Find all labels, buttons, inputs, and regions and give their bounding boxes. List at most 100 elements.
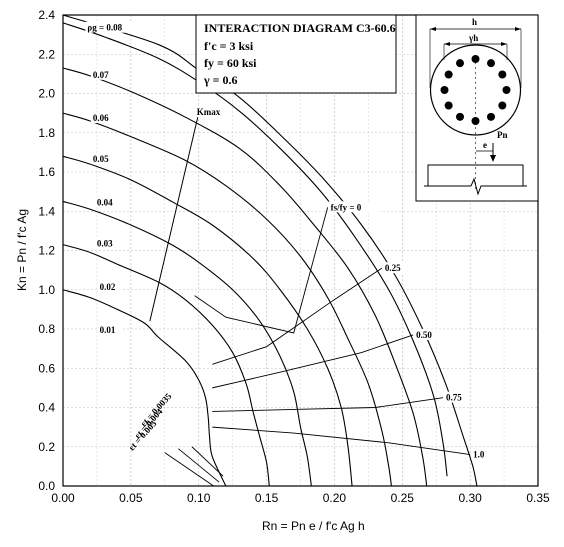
h-label: h — [472, 17, 477, 27]
param-gamma: γ = 0.6 — [203, 73, 237, 87]
rho-curve-label: 0.03 — [97, 239, 113, 249]
rho-curve-label-bg — [90, 111, 117, 123]
y-tick-label: 0.2 — [38, 440, 55, 454]
y-tick-label: 0.4 — [38, 401, 55, 415]
rho-curve-label: 0.07 — [93, 70, 109, 80]
fs-fy-label: 0.50 — [416, 330, 432, 340]
fs-fy-line — [212, 397, 444, 412]
rebar-dot — [487, 112, 495, 121]
tick-labels: 0.00 0.05 0.10 0.15 0.20 0.25 0.30 0.35 0.0 0.2 0.… — [38, 8, 550, 505]
rebar-dot — [487, 59, 495, 68]
rho-curve-label: 0.05 — [93, 154, 109, 164]
x-tick-label: 0.15 — [255, 491, 279, 505]
kmax-label: Kmax — [197, 107, 221, 117]
rho-curve-label-bg — [85, 21, 138, 33]
kmax-label-bg — [194, 106, 220, 118]
fs-fy-line — [212, 267, 383, 365]
x-axis-label: Rn = Pn e / f'c Ag h — [262, 519, 365, 533]
rebar-dot — [456, 59, 464, 68]
rho-curve-label: ρg = 0.08 — [87, 23, 122, 33]
column-section-circle — [429, 44, 522, 136]
y-axis-label: Kn = Pn / f'c Ag — [15, 209, 29, 291]
reinforcing-bars — [440, 55, 511, 125]
rebar-dot — [498, 70, 507, 79]
rho-curve-0.05 — [62, 112, 392, 487]
rebar-dot — [456, 112, 464, 121]
chart-title: INTERACTION DIAGRAM C3-60.6 — [204, 21, 396, 35]
y-tick-label: 0.0 — [38, 479, 55, 493]
y-tick-label: 1.6 — [38, 165, 55, 179]
gh-arrow-right-icon — [501, 42, 507, 46]
y-tick-label: 1.8 — [38, 126, 55, 140]
x-tick-label: 0.10 — [187, 491, 211, 505]
break-symbol-icon — [470, 177, 523, 196]
x-tick-label: 0.00 — [51, 491, 75, 505]
rho-curve-label-bg — [90, 153, 117, 165]
y-tick-label: 1.4 — [38, 204, 55, 218]
gamma-h-label: γh — [468, 33, 478, 43]
e-label: e — [483, 140, 487, 150]
fs-fy-label: 1.0 — [473, 450, 485, 460]
fs-fy-label-bg — [471, 448, 492, 460]
fs-fy-label-bg — [382, 262, 409, 274]
rebar-dot — [502, 86, 511, 94]
y-tick-label: 2.2 — [38, 47, 55, 61]
y-tick-label: 0.6 — [38, 361, 55, 375]
rho-curve-0.06 — [62, 67, 428, 487]
rho-curve-label: 0.04 — [97, 197, 113, 207]
param-fc: f'c = 3 ksi — [204, 39, 254, 53]
strain-line — [178, 448, 220, 483]
rho-curve-label: 0.01 — [100, 325, 116, 335]
rebar-dot — [498, 101, 507, 110]
rebar-dot — [471, 55, 480, 63]
fs-fy-label-bg — [414, 328, 440, 340]
rebar-dot — [444, 70, 453, 79]
fs-fy-line — [194, 207, 329, 334]
rho-curve-0.07 — [62, 22, 448, 477]
rebar-dot — [444, 101, 453, 110]
rho-curve-0.04 — [62, 155, 353, 487]
fs-fy-line — [212, 426, 471, 456]
strain-line — [164, 452, 214, 487]
h-arrow-left-icon — [430, 27, 436, 31]
rebar-dot — [440, 86, 449, 94]
rho-curve-label-bg — [97, 280, 123, 292]
y-tick-label: 0.8 — [38, 322, 55, 336]
rho-curve-label-bg — [97, 323, 123, 335]
fs-fy-label-bg — [328, 201, 381, 213]
section-inset: h γh Pn e — [415, 14, 539, 202]
x-tick-label: 0.20 — [323, 491, 347, 505]
x-tick-label: 0.35 — [526, 491, 550, 505]
inset-box — [415, 14, 539, 202]
fs-fy-label-bg — [444, 391, 470, 403]
fs-fy-line — [212, 334, 414, 389]
y-tick-label: 2.0 — [38, 87, 55, 101]
rho-curve-label: 0.02 — [100, 282, 116, 292]
rho-curve-0.03 — [62, 200, 312, 487]
y-tick-label: 1.0 — [38, 283, 55, 297]
column-elevation — [424, 164, 527, 187]
pn-label: Pn — [497, 130, 508, 140]
fs-fy-label: fs/fy = 0 — [331, 202, 362, 212]
param-fy: fy = 60 ksi — [204, 56, 257, 70]
rho-curve-label-bg — [94, 196, 121, 208]
h-arrow-right-icon — [515, 27, 521, 31]
gh-arrow-left-icon — [444, 42, 450, 46]
rho-curve-0.02 — [62, 244, 270, 487]
title-box — [195, 14, 397, 94]
fs-fy-label: 0.75 — [446, 393, 462, 403]
rho-curve-label: 0.06 — [93, 113, 109, 123]
curves — [62, 14, 478, 487]
rho-curve-0.01 — [62, 289, 227, 487]
x-tick-label: 0.30 — [458, 491, 482, 505]
x-tick-label: 0.25 — [391, 491, 415, 505]
y-tick-label: 1.2 — [38, 244, 55, 258]
load-arrow-head-icon — [490, 155, 496, 162]
fs-fy-label: 0.25 — [385, 263, 401, 273]
rho-curve-label-bg — [94, 237, 121, 249]
rho-curve-label-bg — [90, 68, 117, 80]
x-tick-label: 0.05 — [119, 491, 143, 505]
kmax-line — [149, 113, 200, 322]
y-tick-label: 2.4 — [38, 8, 55, 22]
